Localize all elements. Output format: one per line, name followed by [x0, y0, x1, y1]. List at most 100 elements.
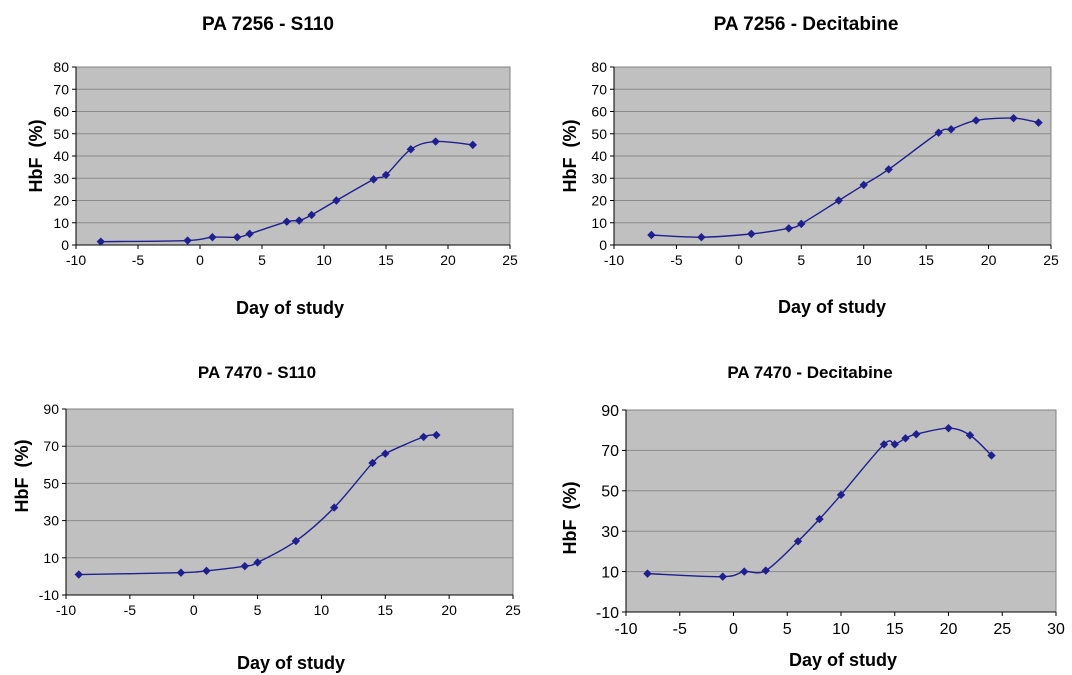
data-point-marker [718, 572, 727, 581]
data-point-marker [859, 180, 868, 190]
data-point-marker [879, 440, 889, 449]
y-tick-label: -10 [596, 605, 619, 622]
data-point-marker [431, 137, 440, 146]
y-tick-label: 20 [591, 193, 607, 209]
x-tick-label: 25 [505, 602, 521, 618]
chart-title: PA 7470 - S110 [198, 363, 316, 382]
x-tick-label: -10 [66, 252, 86, 268]
y-axis-label: HbF (%) [560, 482, 580, 555]
y-tick-label: 40 [53, 148, 69, 164]
chart-title: PA 7470 - Decitabine [727, 363, 892, 382]
data-point-marker [381, 449, 390, 458]
y-tick-label: 10 [53, 215, 69, 231]
data-point-marker [381, 170, 391, 180]
x-tick-label: -5 [124, 602, 137, 618]
x-axis-label: Day of study [236, 298, 344, 318]
x-tick-label: 15 [378, 252, 394, 268]
x-tick-label: -5 [673, 621, 687, 638]
data-point-marker [1009, 113, 1018, 123]
x-tick-label: 25 [502, 252, 518, 268]
data-point-marker [884, 165, 893, 174]
y-tick-label: 10 [591, 215, 607, 231]
y-tick-label: 80 [591, 59, 607, 75]
data-point-marker [793, 537, 803, 546]
data-point-marker [740, 567, 749, 576]
plot-area [625, 409, 1057, 613]
data-point-marker [643, 569, 652, 578]
x-tick-label: -5 [132, 252, 145, 268]
data-point-marker [291, 536, 301, 546]
data-point-marker [332, 196, 341, 205]
x-tick-label: 0 [196, 252, 204, 268]
data-point-marker [987, 451, 996, 460]
data-point-marker [369, 175, 378, 184]
data-point-marker [797, 219, 806, 229]
data-point-marker [295, 216, 304, 225]
x-tick-label: 20 [940, 621, 958, 638]
x-axis-label: Day of study [789, 650, 897, 670]
y-axis-label: HbF (%) [12, 440, 32, 513]
chart-title: PA 7256 - Decitabine [714, 14, 899, 35]
data-point-marker [468, 140, 477, 150]
y-tick-label: 70 [43, 438, 59, 454]
y-tick-label: 0 [61, 237, 69, 253]
x-tick-label: -5 [670, 252, 683, 268]
x-tick-label: 0 [735, 252, 743, 268]
data-point-marker [432, 430, 441, 440]
y-tick-label: 30 [591, 170, 607, 186]
y-tick-label: 50 [591, 126, 607, 142]
x-axis-label: Day of study [778, 297, 886, 317]
data-point-marker [419, 432, 428, 442]
y-tick-label: 50 [53, 126, 69, 142]
data-point-marker [74, 570, 83, 579]
data-point-marker [176, 568, 186, 577]
data-point-marker [253, 558, 262, 567]
y-tick-label: 90 [43, 401, 59, 417]
data-point-marker [208, 233, 217, 242]
data-point-marker [368, 458, 377, 468]
data-point-marker [815, 514, 824, 524]
x-tick-label: -10 [56, 602, 76, 618]
data-point-marker [934, 128, 943, 137]
chart-title: PA 7256 - S110 [202, 14, 334, 35]
x-tick-label: 5 [797, 252, 805, 268]
x-tick-label: 10 [316, 252, 332, 268]
x-tick-label: 10 [314, 602, 330, 618]
data-point-marker [965, 431, 975, 440]
y-tick-label: 70 [591, 81, 607, 97]
y-tick-label: 10 [601, 564, 619, 581]
x-tick-label: 30 [1047, 621, 1065, 638]
plot-area [65, 408, 514, 596]
y-axis-label: HbF (%) [26, 120, 46, 193]
y-tick-label: 30 [43, 513, 59, 529]
x-tick-label: 10 [856, 252, 872, 268]
data-point-marker [96, 237, 105, 246]
x-tick-label: 15 [918, 252, 934, 268]
x-tick-label: 0 [190, 602, 198, 618]
data-point-marker [307, 210, 316, 220]
data-point-marker [784, 224, 793, 233]
y-tick-label: -10 [39, 587, 59, 603]
x-tick-label: 25 [1043, 252, 1059, 268]
y-tick-label: 20 [53, 193, 69, 209]
x-tick-label: -10 [614, 621, 637, 638]
data-point-marker [183, 236, 192, 245]
data-point-marker [747, 229, 756, 239]
y-tick-label: 50 [43, 475, 59, 491]
y-tick-label: 70 [601, 443, 619, 460]
data-point-marker [912, 430, 921, 439]
data-point-marker [834, 196, 843, 205]
y-tick-label: 50 [601, 484, 619, 501]
y-tick-label: 40 [591, 148, 607, 164]
data-point-marker [406, 145, 415, 154]
data-point-marker [282, 217, 291, 226]
y-tick-label: 70 [53, 81, 69, 97]
y-tick-label: 60 [591, 104, 607, 120]
x-tick-label: 5 [254, 602, 262, 618]
x-tick-label: 5 [783, 621, 792, 638]
x-tick-label: -10 [604, 252, 624, 268]
x-tick-label: 15 [886, 621, 904, 638]
